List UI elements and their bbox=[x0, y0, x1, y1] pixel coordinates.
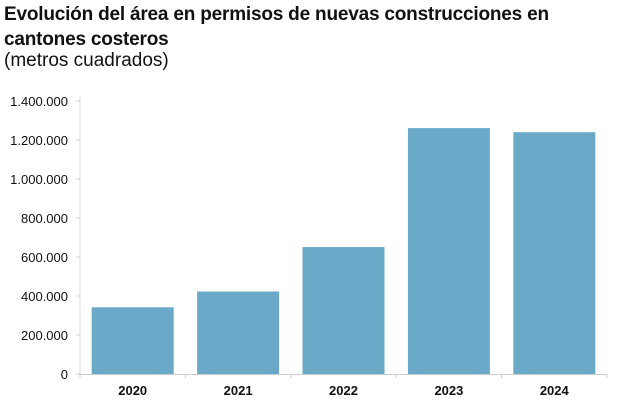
chart-title: Evolución del área en permisos de nuevas… bbox=[4, 4, 549, 50]
y-tick-label: 1.000.000 bbox=[10, 172, 68, 187]
x-tick-label: 2023 bbox=[434, 383, 463, 398]
x-tick-label: 2020 bbox=[118, 383, 147, 398]
y-tick-label: 1.200.000 bbox=[10, 133, 68, 148]
y-tick-label: 0 bbox=[61, 367, 68, 382]
y-tick-label: 1.400.000 bbox=[10, 94, 68, 109]
bar-2022 bbox=[302, 247, 385, 374]
x-tick-label: 2022 bbox=[329, 383, 358, 398]
bar-2020 bbox=[91, 307, 174, 374]
y-tick-label: 600.000 bbox=[21, 250, 68, 265]
bar-2021 bbox=[197, 291, 280, 374]
bar-2024 bbox=[513, 132, 596, 374]
x-tick-label: 2024 bbox=[540, 383, 570, 398]
y-tick-label: 400.000 bbox=[21, 289, 68, 304]
bar-2023 bbox=[407, 128, 490, 374]
chart-subtitle: (metros cuadrados) bbox=[4, 50, 169, 71]
y-tick-label: 200.000 bbox=[21, 328, 68, 343]
y-tick-label: 800.000 bbox=[21, 211, 68, 226]
x-tick-label: 2021 bbox=[224, 383, 253, 398]
